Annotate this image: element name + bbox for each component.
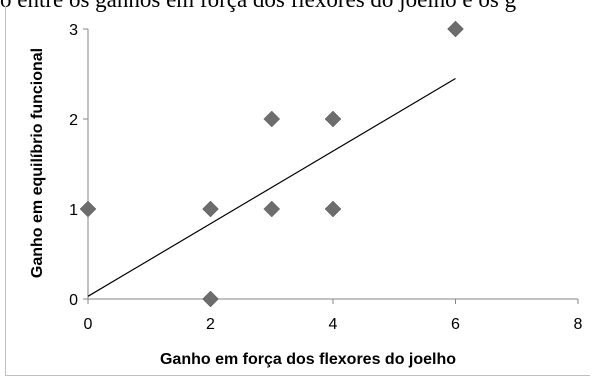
data-point-marker: [324, 110, 342, 128]
x-tick-label: 6: [451, 316, 460, 333]
chart-frame: [5, 6, 590, 376]
caption-fragment: o entre os ganhos em força dos flexores …: [0, 0, 592, 13]
x-axis-title: Ganho em força dos flexores do joelho: [160, 351, 456, 368]
data-point-marker: [202, 200, 219, 218]
y-axis-title: Ganho em equilíbrio funcional: [29, 48, 46, 278]
y-tick-label: 1: [69, 202, 78, 219]
trendline-group: [87, 77, 456, 297]
data-points: [79, 20, 464, 308]
y-tick-label: 0: [69, 292, 78, 309]
x-tick-label: 2: [206, 316, 215, 333]
x-tick-label: 8: [574, 316, 583, 333]
data-point-marker: [324, 200, 342, 218]
data-point-marker: [202, 290, 219, 308]
data-point-marker: [447, 20, 464, 38]
data-point-marker: [263, 110, 281, 128]
axes: [83, 28, 579, 304]
tick-labels: 0 1 2 3 0 2 4 6 8: [69, 22, 582, 333]
x-tick-label: 4: [329, 316, 338, 333]
y-tick-label: 3: [69, 22, 78, 39]
data-point-marker: [263, 200, 281, 218]
data-point-marker: [79, 200, 97, 218]
trendline: [87, 77, 456, 297]
y-tick-label: 2: [69, 112, 78, 129]
x-tick-label: 0: [84, 316, 93, 333]
